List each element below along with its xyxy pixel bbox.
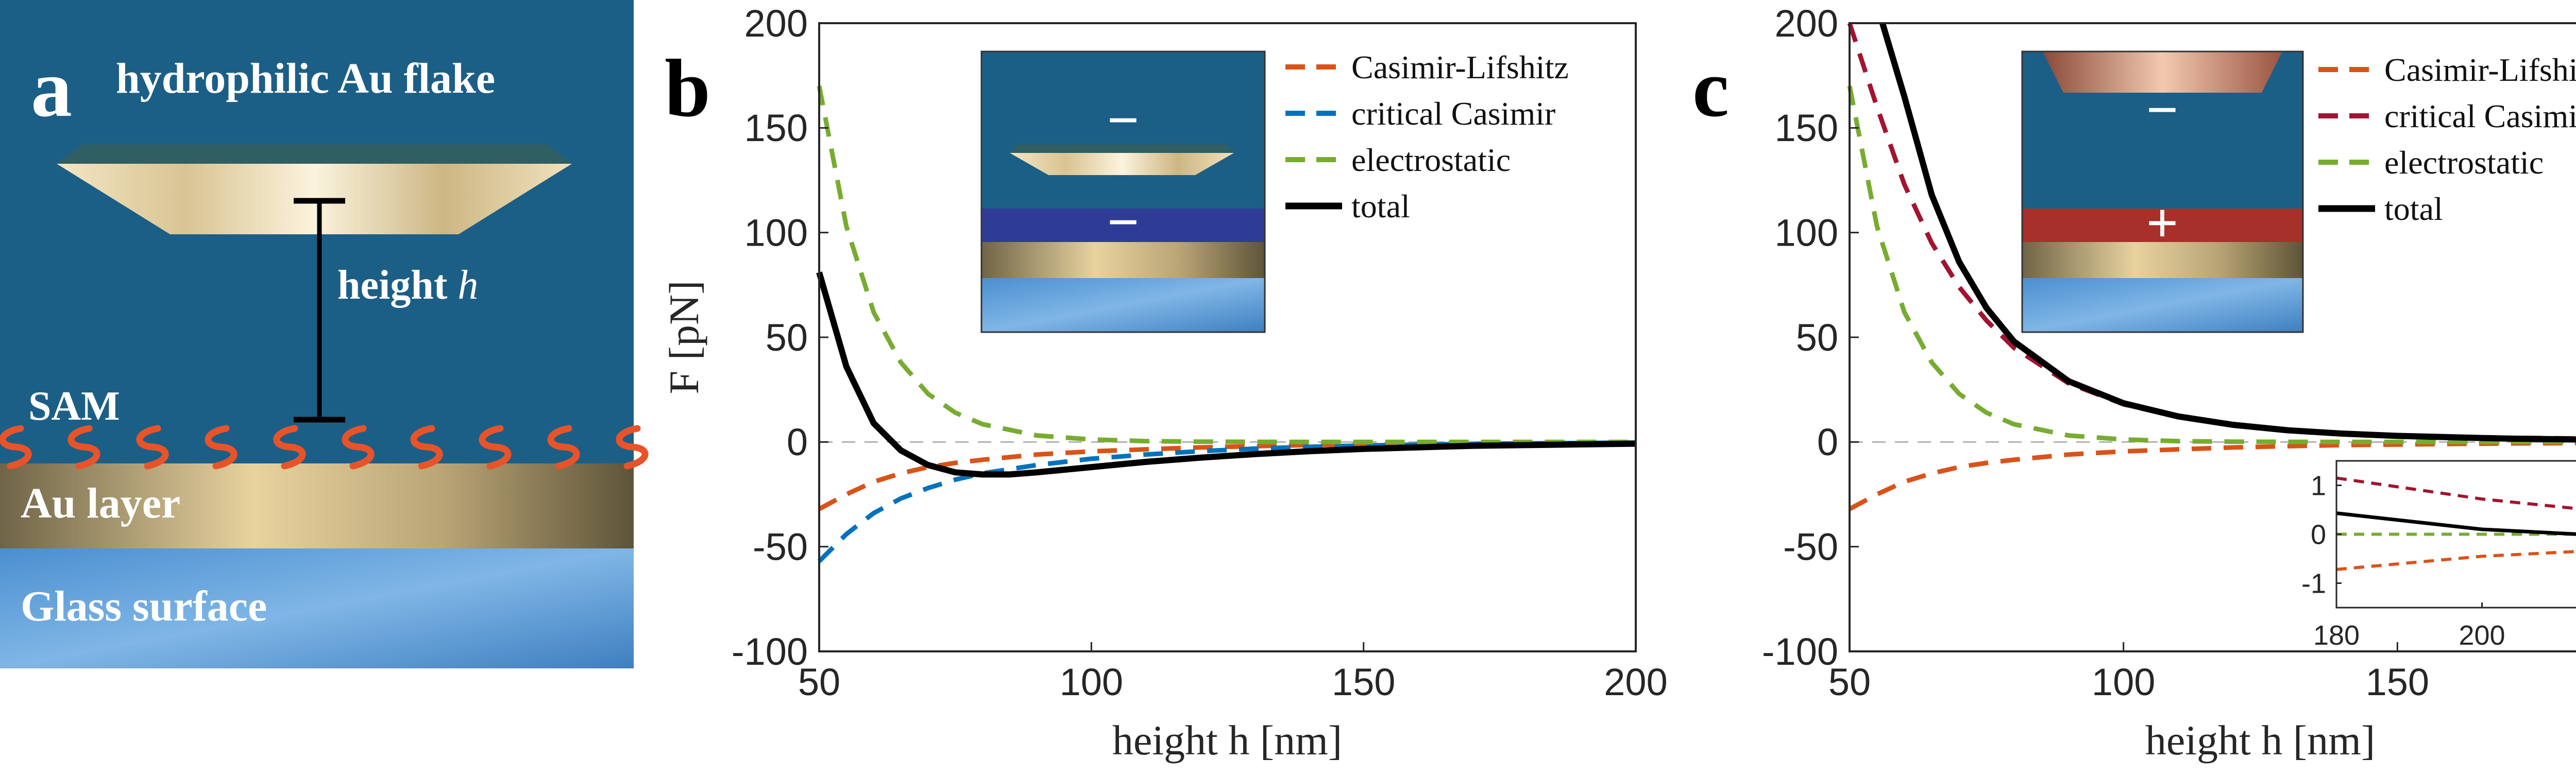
y-tick-label: -100: [732, 630, 808, 673]
x-tick-label: 200: [1604, 661, 1667, 703]
x-tick-label: 100: [2092, 661, 2155, 703]
legend-label: critical Casimir: [1351, 95, 1555, 132]
sam-molecule: [67, 425, 100, 470]
zoom-inset-marks: [2336, 476, 2576, 571]
inset-c-layer: [2022, 209, 2303, 242]
legend-label: critical Casimir: [2384, 98, 2576, 134]
y-tick-label: 100: [744, 212, 808, 254]
sam-label: SAM: [28, 384, 120, 429]
zoom-inset-ticks: 180200220-101: [2301, 470, 2505, 651]
legend-label: total: [1351, 188, 1410, 225]
flake-edge: [57, 144, 572, 164]
panel-c-letter: c: [1692, 42, 1729, 134]
sam-molecule: [410, 425, 443, 470]
inset-b-sign-bottom: −: [1107, 191, 1140, 253]
panel-c: c 50 100 150 200 -100 -50 0 50 100 150 200 height …: [1692, 2, 2576, 764]
sam-molecule: [616, 425, 649, 470]
y-tick-label: 50: [1796, 316, 1838, 359]
series-line-critical-casimir: [817, 440, 1636, 563]
inset-b-frame: [980, 50, 1266, 333]
panel-b: b 50 100 150 200 -100 -50 0 50 100 150 200 height …: [660, 2, 1668, 764]
x-tick-label: 50: [798, 661, 840, 703]
y-tick-label: -1: [2301, 568, 2326, 599]
series-line-total: [1879, 22, 2576, 443]
sam-molecule: [0, 425, 32, 470]
legend-label: total: [2384, 191, 2443, 227]
series-line-electrostatic: [1847, 85, 2576, 444]
x-tick-label: 100: [1060, 661, 1123, 703]
sam-molecule: [342, 425, 375, 470]
y-tick-label: 100: [1775, 212, 1838, 254]
sam-molecule: [479, 425, 512, 470]
sam-molecule: [205, 425, 238, 470]
y-tick-label: 200: [744, 2, 808, 45]
au-layer: [0, 463, 634, 548]
panel-a-letter: a: [31, 42, 72, 134]
plot-b-legend: Casimir-Lifshitz critical Casimir electros…: [1285, 49, 1569, 225]
legend-label: Casimir-Lifshitz: [1351, 49, 1569, 85]
x-tick-label: 180: [2313, 620, 2360, 651]
inset-b-glass: [981, 278, 1265, 332]
inset-b-layer: [981, 209, 1265, 242]
plot-c-legend: Casimir-Lifshitz critical Casimir electros…: [2318, 51, 2576, 227]
panel-a-illustration: a hydrophilic Au flake height h SAM Au l…: [0, 0, 649, 668]
series-line-casimir-lifshitz: [2336, 550, 2576, 571]
inset-b-gold: [981, 242, 1265, 278]
sam-molecules: [0, 425, 649, 470]
y-tick-label: -100: [1762, 630, 1838, 673]
x-tick-label: 200: [2459, 620, 2505, 651]
y-tick-label: 200: [1775, 2, 1838, 45]
y-tick-label: 0: [787, 421, 808, 463]
plot-b-xlabel: height h [nm]: [1112, 717, 1342, 764]
inset-b-water: [981, 51, 1265, 209]
series-line-critical-casimir: [2336, 476, 2576, 510]
inset-c-frame: [2021, 50, 2304, 333]
au-layer-label: Au layer: [21, 479, 180, 527]
plot-b-marks: [816, 85, 1636, 563]
series-line-electrostatic: [817, 85, 1636, 444]
sam-molecule: [547, 425, 580, 470]
y-tick-label: -50: [753, 526, 808, 568]
plot-b-schematic-inset: − −: [980, 50, 1266, 333]
y-tick-label: -50: [1783, 526, 1838, 568]
inset-c-sign-top: −: [2146, 78, 2179, 141]
plot-c-schematic-inset: − +: [2021, 50, 2304, 333]
y-tick-label: 150: [1775, 107, 1838, 149]
plot-c-xlabel: height h [nm]: [2145, 717, 2375, 764]
series-line-total: [2336, 511, 2576, 536]
series-line-total: [816, 271, 1636, 478]
plot-b-ticks: 50 100 150 200 -100 -50 0 50 100 150 200: [732, 2, 1668, 703]
inset-b-sign-top: −: [1107, 89, 1140, 151]
inset-b-flake-edge: [1010, 144, 1234, 153]
flake-label: hydrophilic Au flake: [116, 55, 495, 102]
inset-c-flake: [2043, 51, 2282, 93]
panel-b-letter: b: [665, 42, 710, 134]
inset-c-gold: [2022, 242, 2303, 278]
y-tick-label: 1: [2311, 470, 2326, 501]
sam-molecule: [136, 425, 169, 470]
x-tick-label: 50: [1828, 661, 1871, 703]
legend-label: electrostatic: [1351, 142, 1511, 178]
sam-molecule: [273, 425, 306, 470]
y-tick-label: 0: [2311, 519, 2326, 550]
y-tick-label: 50: [766, 316, 808, 359]
x-tick-label: 150: [1332, 661, 1395, 703]
y-tick-label: 0: [1817, 421, 1838, 463]
plot-c-marks: [1847, 22, 2576, 511]
inset-b-flake: [1010, 153, 1234, 175]
legend-label: Casimir-Lifshitz: [2384, 51, 2576, 88]
glass-label: Glass surface: [21, 582, 267, 630]
glass-surface: [0, 548, 634, 668]
plot-b-ylabel: F [pN]: [660, 281, 707, 394]
inset-c-sign-bottom: +: [2146, 192, 2179, 254]
legend-label: electrostatic: [2384, 144, 2544, 181]
x-tick-label: 150: [2366, 661, 2429, 703]
series-line-casimir-lifshitz: [1848, 441, 2576, 511]
inset-c-glass: [2022, 278, 2303, 332]
height-label: height h: [337, 263, 478, 308]
y-tick-label: 150: [744, 107, 808, 149]
